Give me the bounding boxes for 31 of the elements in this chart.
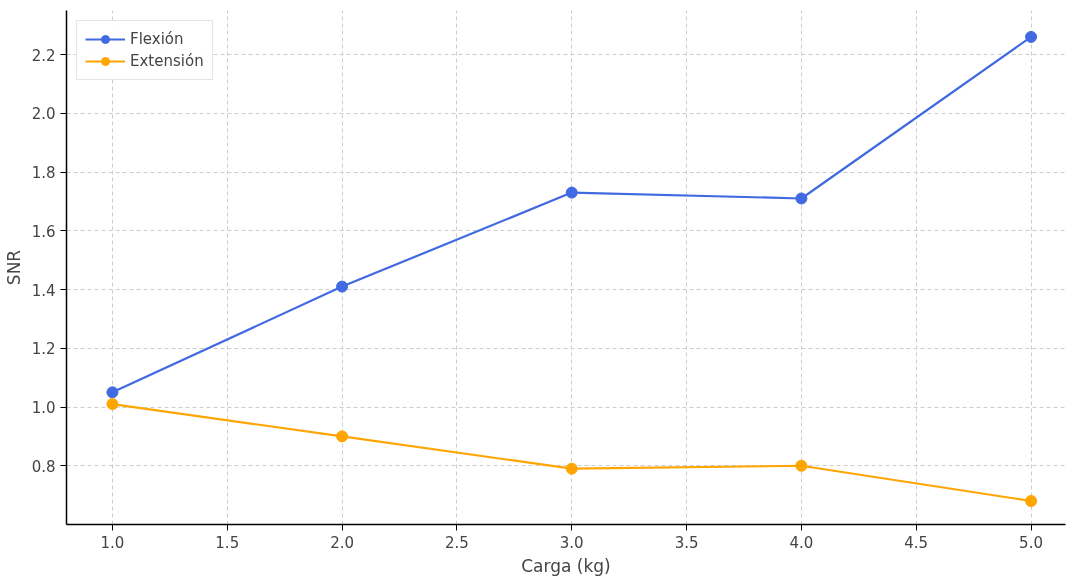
y-axis-title: SNR (3, 249, 24, 286)
y-tick-label: 0.8 (31, 457, 56, 476)
x-tick-label: 1.0 (100, 533, 125, 552)
x-tick-label: 5.0 (1019, 533, 1043, 552)
x-tick-label: 4.0 (789, 533, 814, 552)
legend-label: Extensión (130, 52, 204, 70)
y-tick-label: 1.2 (31, 340, 56, 359)
legend-label: Flexión (130, 30, 184, 48)
point (336, 430, 349, 443)
point (336, 280, 349, 293)
x-tick-label: 3.0 (559, 533, 584, 552)
x-tick-label: 2.0 (330, 533, 355, 552)
x-axis-title: Carga (kg) (521, 555, 611, 576)
y-tick-label: 1.4 (31, 281, 56, 300)
y-tick-label: 1.0 (31, 399, 56, 418)
y-tick-label: 2.2 (31, 46, 56, 65)
y-tick-label: 1.6 (31, 222, 56, 241)
point (106, 386, 119, 399)
point (106, 398, 119, 411)
point (565, 186, 578, 199)
point (1025, 30, 1038, 43)
y-tick-label: 2.0 (31, 105, 56, 124)
x-tick-label: 2.5 (444, 533, 469, 552)
point (795, 459, 808, 472)
x-tick-label: 4.5 (904, 533, 929, 552)
x-tick-label: 1.5 (215, 533, 240, 552)
point (1025, 495, 1038, 507)
x-tick-label: 3.5 (674, 533, 699, 552)
y-tick-label: 1.8 (31, 164, 56, 183)
point (565, 462, 578, 475)
point (795, 192, 808, 205)
